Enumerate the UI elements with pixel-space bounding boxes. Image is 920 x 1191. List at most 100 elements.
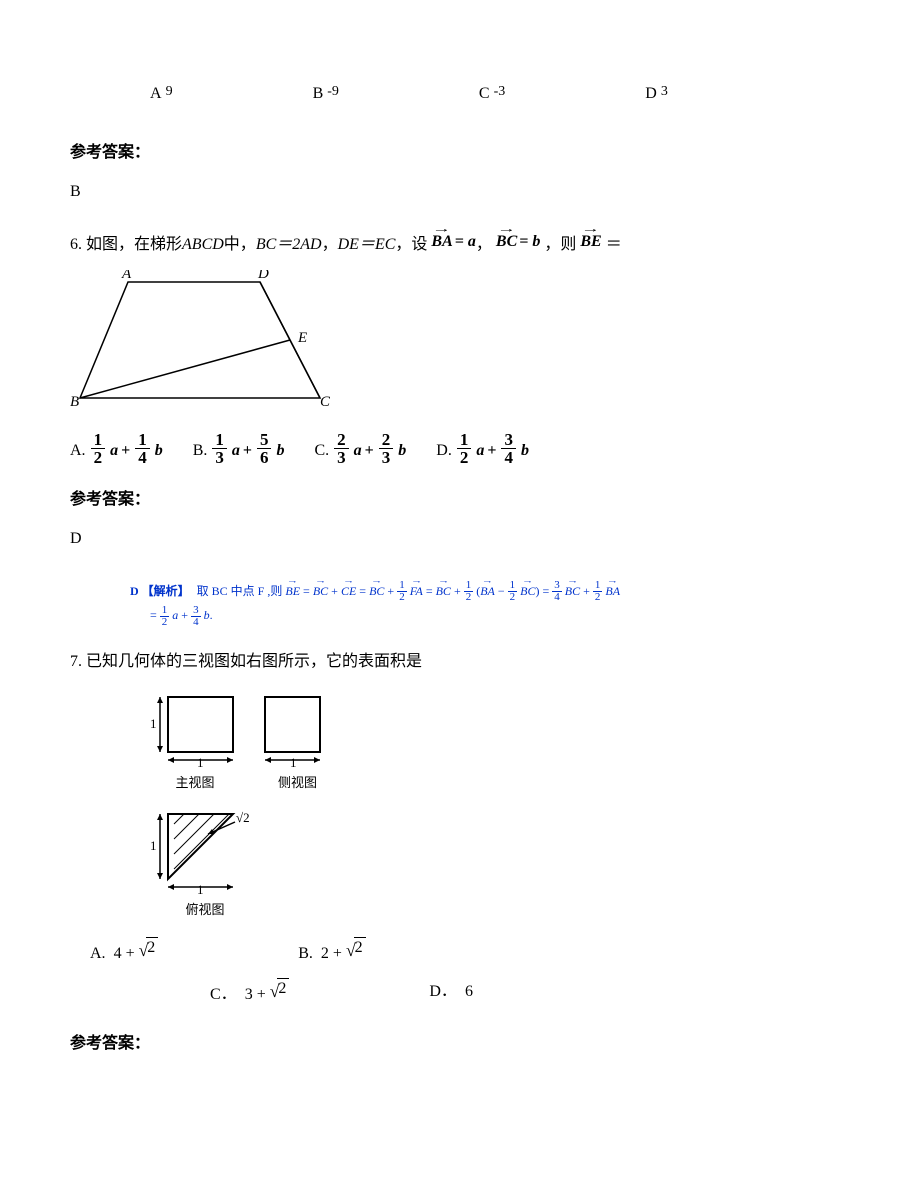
sqrt: 2 [270,978,290,1010]
n: 1 [135,431,150,449]
triangle [168,814,233,879]
label: A. [90,940,106,969]
side-view-svg: 1 [260,692,335,767]
vec-be: BE [580,228,601,257]
dimW: 1 [197,882,204,894]
v-bc2: BC [369,579,384,603]
q7-choice-B: B. 2 + 2 [298,937,365,969]
hyp-label: √2 [236,810,250,825]
frac2: 23 [379,431,394,466]
n: 1 [91,431,106,449]
v1: a [232,437,240,466]
q6-choice-C: C. 23 a + 23 b [314,431,406,466]
v1: a [110,437,118,466]
label: D [645,80,657,109]
arr-l [265,757,271,763]
v-bc4: BC [520,579,535,603]
arr-dn [157,873,163,879]
half5: 12 [160,605,170,628]
arr-l [168,884,174,890]
v-bc: BC [313,579,328,603]
val: 6 [465,978,473,1007]
frac1: 13 [212,431,227,466]
v-ce: CE [341,579,356,603]
dimH: 1 [150,716,157,731]
q6-choice-D: D. 12 a + 34 b [436,431,529,466]
n: 1 [212,431,227,449]
value: -3 [494,79,506,104]
label-D: D [257,270,269,282]
v-be: BE [285,579,300,603]
line-be [80,340,290,398]
int: 3 [245,986,253,1003]
q7-front-side-row: 1 1 主视图 1 侧视图 [150,692,850,794]
dimH: 1 [150,838,157,853]
q7-choices-row1: A. 4 + 2 B. 2 + 2 [90,937,850,969]
q6-stem: 6. 如图，在梯形ABCD中，BC＝2AD，DE＝EC，设 BA= a ， BC… [70,231,850,260]
bc2ad: BC＝2AD [256,236,322,253]
frac1: 12 [457,431,472,466]
q6-choice-A: A. 12 a + 14 b [70,431,163,466]
q7-answer-heading: 参考答案： [70,1030,850,1059]
v1: a [476,437,484,466]
q6-number: 6. [70,236,82,253]
q7-choice-C: C． 3 + 2 [210,978,289,1010]
label: B. [193,437,208,466]
d: 2 [593,592,603,603]
label-A: A [121,270,132,282]
q6-answer: D [70,525,850,554]
d: 3 [334,449,349,466]
v2: b [398,437,406,466]
h1 [174,814,184,824]
label: D. [436,437,452,466]
d: 2 [508,592,518,603]
d: 2 [160,617,170,628]
t2: 中， [224,236,256,253]
prev-q-choices: A 9 B -9 C -3 D 3 [150,80,850,109]
arr-r [314,757,320,763]
rect [168,697,233,752]
label: A. [70,437,86,466]
sqrt: 2 [139,937,159,969]
q7-text: 已知几何体的三视图如右图所示，它的表面积是 [82,653,422,670]
vec-bc-eq-b: BC= b [496,228,540,257]
arr-dn [157,746,163,752]
label: D． [429,978,457,1007]
q7-top-row: 1 1 √2 俯视图 [150,804,850,921]
h2 [174,814,199,839]
v2: b [276,437,284,466]
v2: b [155,437,163,466]
arr-up [157,697,163,703]
int: 4 [114,945,122,962]
prev-choice-D: D 3 [645,80,668,109]
op: + [243,437,252,466]
arr-r [227,884,233,890]
q7-stem: 7. 已知几何体的三视图如右图所示，它的表面积是 [70,648,850,677]
value: -9 [327,79,339,104]
label: B. [298,940,313,969]
v-bc3: BC [436,579,451,603]
front-view-svg: 1 1 [150,692,240,767]
v-fa: FA [410,579,423,603]
n: 5 [257,431,272,449]
t1: 如图，在梯形 [82,236,182,253]
vec-be-sym: BE [580,228,601,257]
op: + [126,945,135,962]
label: B [313,80,324,109]
op: + [333,945,342,962]
int: 2 [321,945,329,962]
rect [265,697,320,752]
label: C． [210,981,237,1010]
trapezoid-poly [80,282,320,398]
expr: 4 + 2 [114,937,159,969]
front-view: 1 1 主视图 [150,692,240,794]
v1: a [354,437,362,466]
q6-choices: A. 12 a + 14 b B. 13 a + 56 b C. 23 a + … [70,431,850,466]
t3: ， [322,236,338,253]
d: 4 [501,449,516,466]
p: + [181,608,188,622]
q7-choices-row2: C． 3 + 2 D． 6 [210,978,850,1010]
d: 2 [91,449,106,466]
q7-number: 7. [70,653,82,670]
top-view-svg: 1 1 √2 [150,804,260,894]
